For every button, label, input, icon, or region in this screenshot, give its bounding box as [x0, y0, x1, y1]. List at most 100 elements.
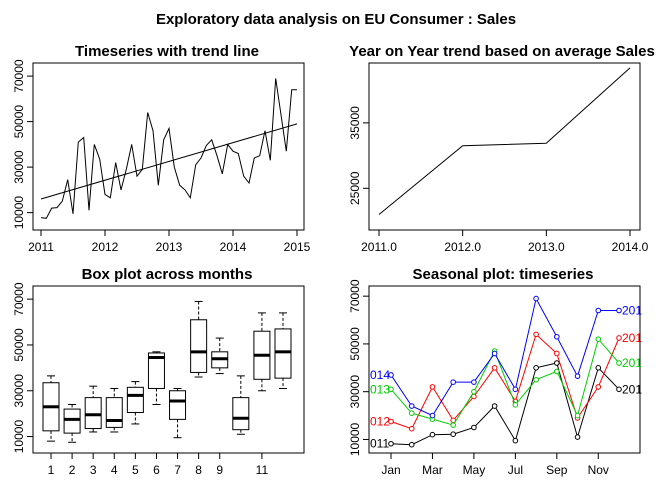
- seasonal-year-label-left: 012: [370, 415, 390, 429]
- seasonal-point: [512, 402, 519, 408]
- seasonal-point: [388, 372, 394, 378]
- boxplot-iqr-box: [63, 408, 81, 434]
- boxplot-xtick-label: 2: [69, 463, 76, 477]
- boxplot-box-month-12: [274, 312, 292, 389]
- timeseries-xtick-label: 2014: [220, 240, 247, 254]
- seasonal-point: [616, 335, 622, 341]
- seasonal-point: [388, 418, 394, 425]
- seasonal-year-label-right: 201: [622, 382, 642, 396]
- seasonal-point: [408, 403, 415, 409]
- boxplot-box-month-1: [42, 375, 60, 442]
- seasonal-point: [574, 412, 581, 419]
- boxplot-iqr-box: [169, 390, 187, 420]
- seasonal-point: [491, 350, 498, 357]
- boxplot-ytick-label: 30000: [12, 374, 26, 408]
- seasonal-title: Seasonal plot: timeseries: [413, 266, 594, 283]
- yoy-xtick-label: 2014.0: [612, 240, 649, 254]
- timeseries-ytick-label: 50000: [12, 105, 26, 139]
- seasonal-xtick-label: Sep: [546, 463, 568, 477]
- seasonal-point: [533, 376, 539, 383]
- seasonal-point: [429, 431, 436, 438]
- boxplot-xtick-label: 8: [195, 463, 202, 477]
- seasonal-point: [554, 350, 560, 357]
- boxplot-xtick-label: 11: [256, 463, 269, 477]
- seasonal-xtick-label: May: [463, 463, 486, 477]
- timeseries-xtick-label: 2015: [284, 240, 311, 254]
- boxplot-iqr-box: [232, 397, 250, 431]
- seasonal-point: [574, 373, 581, 379]
- timeseries-title: Timeseries with trend line: [75, 43, 259, 60]
- boxplot-xtick-label: 9: [216, 463, 223, 477]
- panel-boxplot: Box plot across months 1 2 3 4 5 6 7 8 9 11 10000 3…: [12, 266, 305, 477]
- seasonal-point: [574, 434, 581, 440]
- boxplot-xtick-label: 4: [111, 463, 118, 477]
- seasonal-series-1: 012 201: [370, 331, 642, 432]
- yoy-ytick-label: 35000: [348, 106, 362, 140]
- seasonal-point: [595, 307, 602, 314]
- seasonal-point: [616, 386, 622, 393]
- panel-timeseries: Timeseries with trend line 2011 2012 2013 2…: [12, 43, 311, 254]
- boxplot-box-month-7: [169, 387, 187, 439]
- seasonal-point: [512, 437, 519, 444]
- boxplot-iqr-box: [274, 328, 292, 379]
- boxplot-box-month-3: [84, 385, 102, 433]
- seasonal-line: [390, 333, 620, 430]
- seasonal-point: [450, 431, 456, 437]
- boxplot-xtick-label: 7: [174, 463, 181, 477]
- boxplot-ytick-label: 10000: [12, 420, 26, 454]
- seasonal-point: [408, 441, 415, 448]
- boxplot-xtick-label: 5: [132, 463, 139, 477]
- seasonal-point: [450, 379, 456, 385]
- seasonal-series-0: 011 201: [370, 360, 642, 451]
- seasonal-year-label-right: 201: [622, 331, 642, 345]
- boxplot-box-month-9: [211, 337, 229, 375]
- seasonal-point: [471, 379, 477, 385]
- seasonal-year-label-left: 011: [370, 437, 389, 451]
- timeseries-xtick-label: 2012: [92, 240, 119, 254]
- seasonal-line: [390, 297, 619, 417]
- boxplot-title: Box plot across months: [82, 266, 253, 283]
- seasonal-year-label-left: 013: [370, 382, 390, 396]
- seasonal-year-label-right: 201: [622, 356, 642, 370]
- seasonal-point: [595, 384, 602, 390]
- seasonal-point: [595, 336, 602, 342]
- seasonal-xtick-label: Jul: [508, 463, 523, 477]
- boxplot-iqr-box: [147, 352, 165, 389]
- seasonal-point: [388, 440, 394, 447]
- seasonal-plot-box: [368, 285, 641, 454]
- seasonal-point: [429, 412, 436, 419]
- boxplot-ytick-label: 50000: [12, 328, 26, 362]
- seasonal-point: [533, 365, 539, 371]
- seasonal-point: [408, 410, 415, 416]
- seasonal-point: [471, 388, 477, 395]
- timeseries-sales-line: [40, 78, 297, 219]
- seasonal-line: [390, 362, 620, 446]
- timeseries-xtick-label: 2013: [156, 240, 183, 254]
- timeseries-ytick-label: 30000: [12, 150, 26, 184]
- seasonal-xtick-label: Nov: [588, 463, 609, 477]
- seasonal-point: [554, 360, 560, 366]
- yoy-title: Year on Year trend based on average Sale…: [349, 43, 655, 60]
- panel-seasonal: Seasonal plot: timeseries Jan Mar May Jul Se…: [348, 266, 642, 477]
- yoy-plot-box: [368, 62, 641, 231]
- seasonal-ytick-label: 70000: [348, 279, 362, 313]
- boxplot-box-month-6: [147, 351, 165, 405]
- seasonal-point: [512, 386, 519, 393]
- seasonal-series-3: 014 201: [370, 295, 642, 419]
- timeseries-ytick-label: 70000: [12, 59, 26, 93]
- boxplot-box-month-11: [253, 312, 271, 392]
- yoy-xtick-label: 2013.0: [528, 240, 565, 254]
- boxplot-iqr-box: [84, 397, 102, 430]
- seasonal-point: [533, 295, 539, 302]
- timeseries-xtick-label: 2011: [28, 240, 54, 254]
- seasonal-point: [471, 424, 477, 431]
- seasonal-point: [491, 365, 498, 371]
- seasonal-point: [429, 384, 436, 390]
- panel-yoy: Year on Year trend based on average Sale…: [348, 43, 655, 254]
- seasonal-point: [491, 403, 498, 409]
- seasonal-point: [595, 365, 602, 371]
- boxplot-box-month-10: [232, 375, 250, 435]
- yoy-xtick-label: 2012.0: [444, 240, 481, 254]
- seasonal-ytick-label: 30000: [348, 375, 362, 409]
